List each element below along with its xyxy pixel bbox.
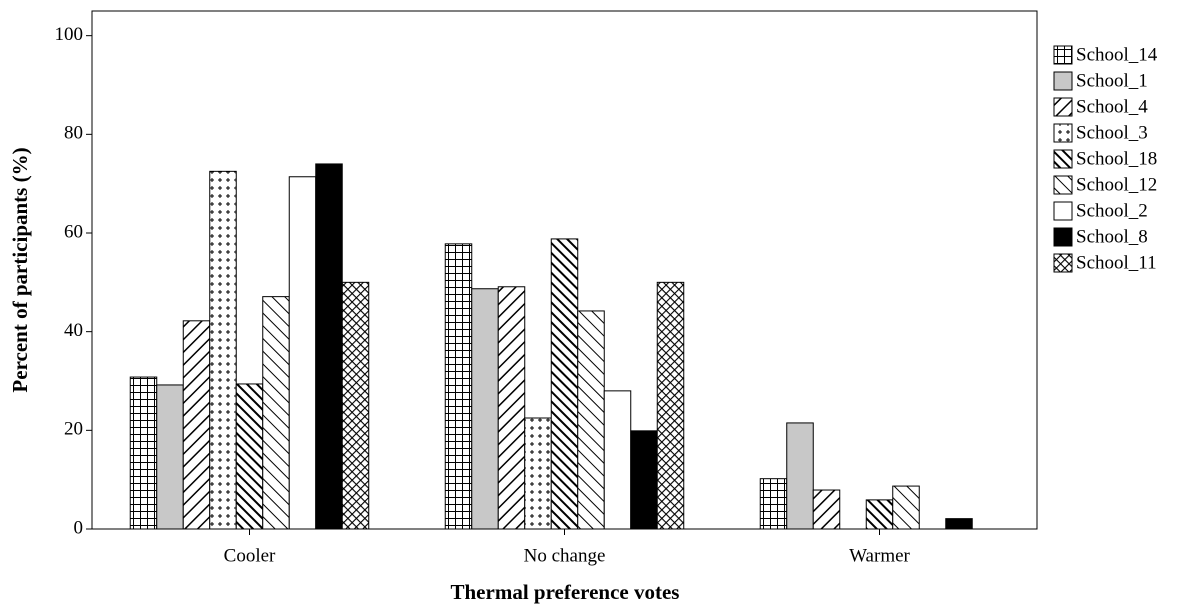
legend-swatch [1053,227,1073,247]
bar [471,288,499,530]
bar [129,376,158,530]
y-tick-label: 0 [74,517,84,538]
legend-label: School_2 [1076,200,1148,221]
bar [209,170,237,530]
y-tick-label: 60 [64,221,83,242]
x-tick-label: Cooler [224,545,276,566]
bar [288,176,317,530]
legend-swatch [1053,71,1073,91]
bar [892,485,920,530]
bar [630,430,658,530]
y-tick-label: 80 [64,123,83,144]
bar [341,281,370,530]
bar [577,310,605,530]
bar [262,296,290,530]
bar [759,478,788,530]
legend-label: School_12 [1076,174,1157,195]
legend-label: School_3 [1076,122,1148,143]
legend-swatch [1053,123,1073,143]
legend-label: School_18 [1076,148,1157,169]
bar [182,320,211,530]
bar [603,390,632,530]
x-axis-title: Thermal preference votes [451,580,680,604]
bar [235,383,264,530]
legend-swatch [1053,201,1073,221]
bar [945,518,973,530]
legend-swatch [1053,175,1073,195]
x-tick-label: Warmer [849,545,910,566]
y-axis-title: Percent of participants (%) [8,147,32,392]
legend-label: School_1 [1076,70,1148,91]
legend-swatch [1053,149,1073,169]
legend-label: School_4 [1076,96,1148,117]
y-tick-label: 100 [55,24,84,45]
x-tick-label: No change [524,545,606,566]
bar [865,499,894,530]
legend-label: School_14 [1076,44,1158,65]
legend-swatch [1053,97,1073,117]
bar [156,384,184,530]
bar [497,286,526,530]
bar [786,422,814,530]
bar [524,417,552,530]
bar [315,163,343,530]
y-tick-label: 40 [64,320,83,341]
legend-label: School_11 [1076,252,1157,273]
bar [444,243,473,530]
bar [812,489,841,530]
legend-swatch [1053,253,1073,273]
legend-label: School_8 [1076,226,1148,247]
bar [656,281,685,530]
legend-swatch [1053,45,1073,65]
bar [550,238,579,530]
y-tick-label: 20 [64,419,83,440]
